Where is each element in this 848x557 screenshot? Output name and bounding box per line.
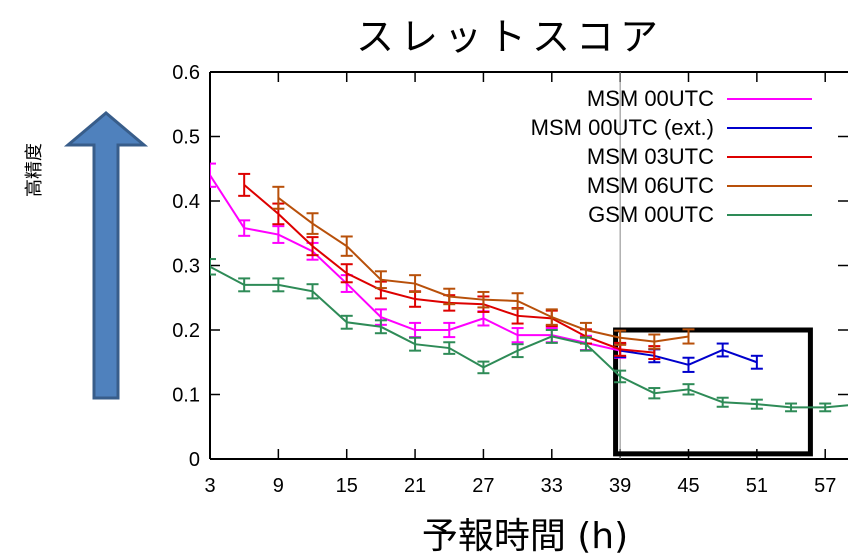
x-tick-label: 21 [404,475,426,497]
series-line [210,265,848,409]
error-bar [545,308,558,326]
y-tick-label: 0.2 [172,320,200,342]
error-bar [477,310,490,327]
error-bar [682,328,695,345]
x-tick-label: 51 [746,475,768,497]
error-bar [716,396,729,408]
error-bar [443,287,456,306]
error-bar [614,329,627,346]
error-bar [750,398,763,410]
x-tick-label: 57 [814,475,836,497]
error-bar [306,212,319,235]
error-bar [210,162,216,188]
error-bar [306,236,319,257]
y-tick-label: 0.1 [172,385,200,407]
up-arrow-icon [63,111,149,400]
x-tick-label: 9 [273,475,284,497]
y-tick-label: 0.4 [172,191,200,213]
error-bar [272,225,285,244]
highlight-box [613,327,813,457]
error-bar [648,387,661,400]
x-tick-label: 27 [472,475,494,497]
legend-label: MSM 03UTC [587,144,714,169]
x-tick-label: 45 [677,475,699,497]
error-bar [785,402,798,413]
x-tick-label: 3 [204,475,215,497]
error-bar [238,172,251,197]
y-tick-label: 0.3 [172,256,200,278]
legend-label: MSM 06UTC [587,173,714,198]
high-accuracy-label: 高精度 [24,143,45,197]
x-tick-label: 39 [609,475,631,497]
error-bar [511,343,524,359]
error-bar [716,342,729,358]
error-bar [648,333,661,350]
error-bar [750,354,763,370]
error-bar [545,329,558,344]
error-bar [443,321,456,339]
error-bar [682,356,695,373]
series-4 [210,258,848,413]
error-bar [374,270,387,290]
error-bar [340,314,353,330]
error-bar [340,235,353,257]
error-bar [238,219,251,237]
error-bar [272,185,285,210]
error-bar [238,277,251,293]
series-0 [210,162,627,359]
legend-label: MSM 00UTC [587,86,714,111]
error-bar [511,292,524,310]
error-bar [511,327,524,344]
y-tick-label: 0 [189,449,200,471]
error-bar [443,341,456,355]
error-bar [374,319,387,335]
error-bar [210,258,216,276]
legend-label: GSM 00UTC [588,202,714,227]
legend: MSM 00UTC MSM 00UTC (ext.) MSM 03UTC MSM 06… [531,86,812,227]
series-1 [614,342,763,373]
error-bar [819,402,832,413]
series-3 [272,185,695,350]
error-bar [579,336,592,352]
chart-title: スレットスコア [356,15,664,59]
series-layer [210,162,848,413]
x-tick-label: 15 [336,475,358,497]
plot-axes: 00.10.20.30.40.50.63 9 15 21 27 33 39 45 51 57 [172,62,848,497]
error-bar [477,360,490,375]
x-tick-label: 33 [541,475,563,497]
error-bar [340,263,353,284]
error-bar [409,274,422,293]
error-bar [306,283,319,300]
y-tick-label: 0.5 [172,127,200,149]
error-bar [682,383,695,396]
error-bar [272,277,285,293]
error-bar [614,369,627,384]
y-tick-label: 0.6 [172,62,200,84]
x-axis-label: 予報時間 (h) [422,516,628,557]
error-bar [409,336,422,352]
legend-label: MSM 00UTC (ext.) [531,115,714,140]
error-bar [477,290,490,309]
